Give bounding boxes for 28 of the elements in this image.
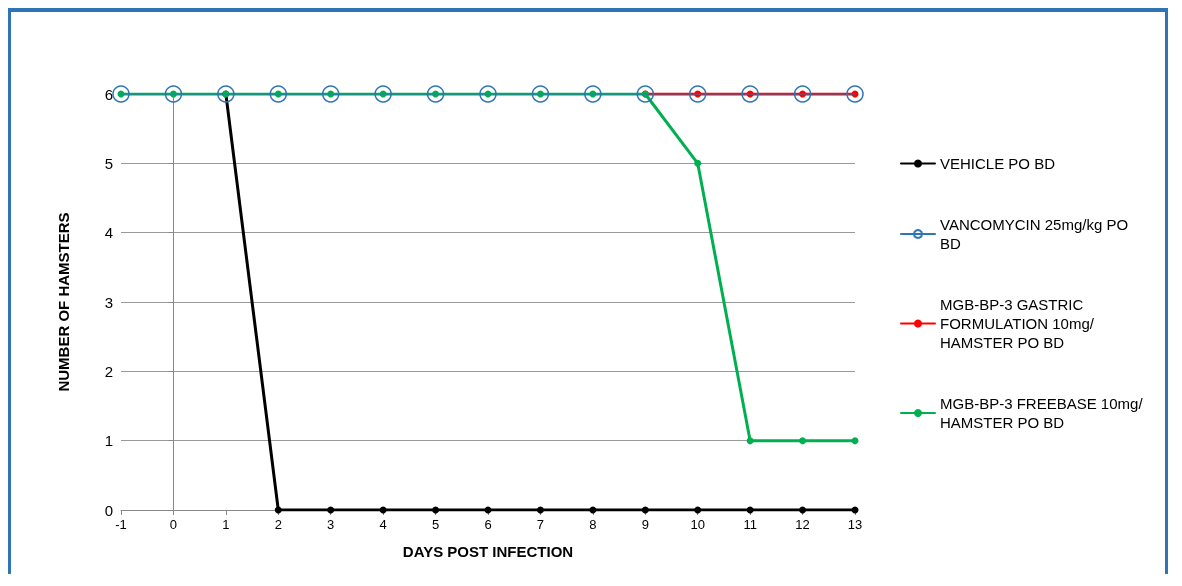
legend-label: VANCOMYCIN 25mg/kg PO BD — [940, 216, 1133, 252]
x-tick-label: 10 — [690, 517, 705, 532]
y-tick-label: 0 — [104, 501, 113, 519]
y-tick-label: 1 — [104, 432, 113, 450]
x-axis-title: DAYS POST INFECTION — [402, 543, 574, 560]
x-tick-label: 11 — [743, 517, 757, 532]
x-tick-label: 9 — [641, 517, 649, 532]
x-tick-label: -1 — [115, 517, 127, 532]
x-tick-label: 7 — [536, 517, 545, 532]
x-tick-label: 6 — [484, 517, 492, 532]
x-tick-label: 12 — [795, 517, 810, 532]
legend-label: MGB-BP-3 GASTRIC FORMULATION 10mg/HAMSTER PO BD — [940, 296, 1095, 351]
x-tick-label: 8 — [589, 517, 597, 532]
x-tick-label: 13 — [847, 517, 863, 532]
x-tick-label: 4 — [379, 517, 387, 532]
y-tick-label: 3 — [104, 293, 113, 311]
x-tick-label: 3 — [327, 517, 335, 532]
y-tick-label: 2 — [104, 362, 113, 380]
legend-label: MGB-BP-3 FREEBASE 10mg/HAMSTER PO BD — [940, 395, 1144, 431]
y-tick-label: 5 — [104, 154, 113, 172]
y-axis-title: NUMBER OF HAMSTERS — [55, 212, 72, 392]
x-tick-label: 5 — [431, 517, 440, 532]
legend-label: VEHICLE PO BD — [940, 155, 1056, 172]
y-tick-label: 4 — [104, 224, 113, 242]
x-tick-label: 2 — [274, 517, 282, 532]
y-tick-label: 6 — [104, 85, 113, 103]
x-tick-label: 1 — [222, 517, 230, 532]
x-tick-label: 0 — [169, 517, 178, 532]
